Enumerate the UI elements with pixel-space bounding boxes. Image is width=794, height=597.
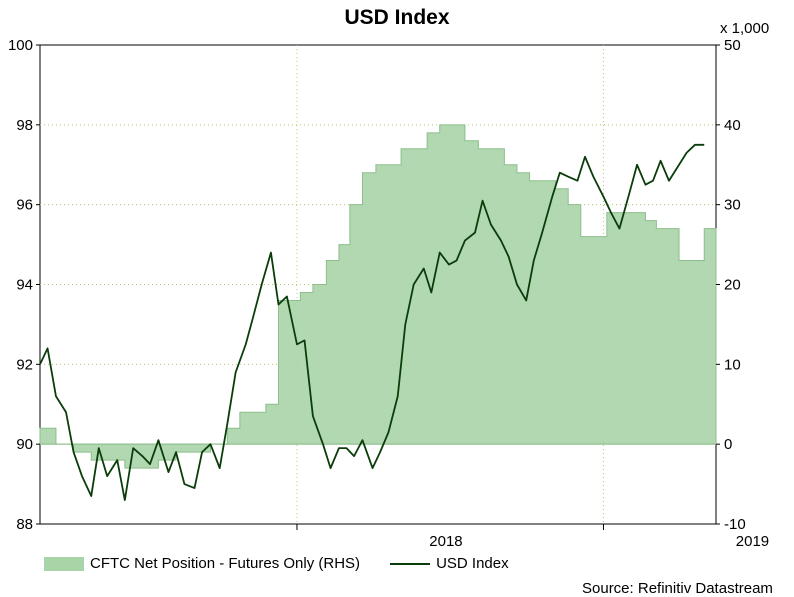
right-axis-tick-label: 0 — [724, 436, 732, 453]
legend: CFTC Net Position - Futures Only (RHS) U… — [44, 555, 509, 572]
left-axis-tick-label: 96 — [16, 197, 33, 214]
left-axis-tick-label: 90 — [16, 436, 33, 453]
legend-line-swatch — [390, 563, 430, 565]
legend-label-cftc: CFTC Net Position - Futures Only (RHS) — [90, 555, 360, 572]
legend-area-swatch — [44, 557, 84, 571]
right-axis-tick-label: -10 — [724, 516, 746, 533]
right-axis-tick-label: 30 — [724, 197, 741, 214]
left-axis-tick-label: 100 — [8, 37, 33, 54]
right-axis-tick-label: 50 — [724, 37, 741, 54]
left-axis-tick-label: 98 — [16, 117, 33, 134]
legend-label-usd: USD Index — [436, 555, 509, 572]
left-axis-tick-label: 94 — [16, 277, 33, 294]
right-axis-tick-label: 10 — [724, 356, 741, 373]
right-axis-tick-label: 40 — [724, 117, 741, 134]
source-note: Source: Refinitiv Datastream — [582, 580, 773, 597]
left-axis-tick-label: 92 — [16, 356, 33, 373]
x-axis-tick-label: 2019 — [736, 533, 769, 550]
x-axis-tick-label: 2018 — [429, 533, 462, 550]
left-axis-tick-label: 88 — [16, 516, 33, 533]
right-axis-tick-label: 20 — [724, 277, 741, 294]
series-area-cftc — [40, 125, 716, 468]
